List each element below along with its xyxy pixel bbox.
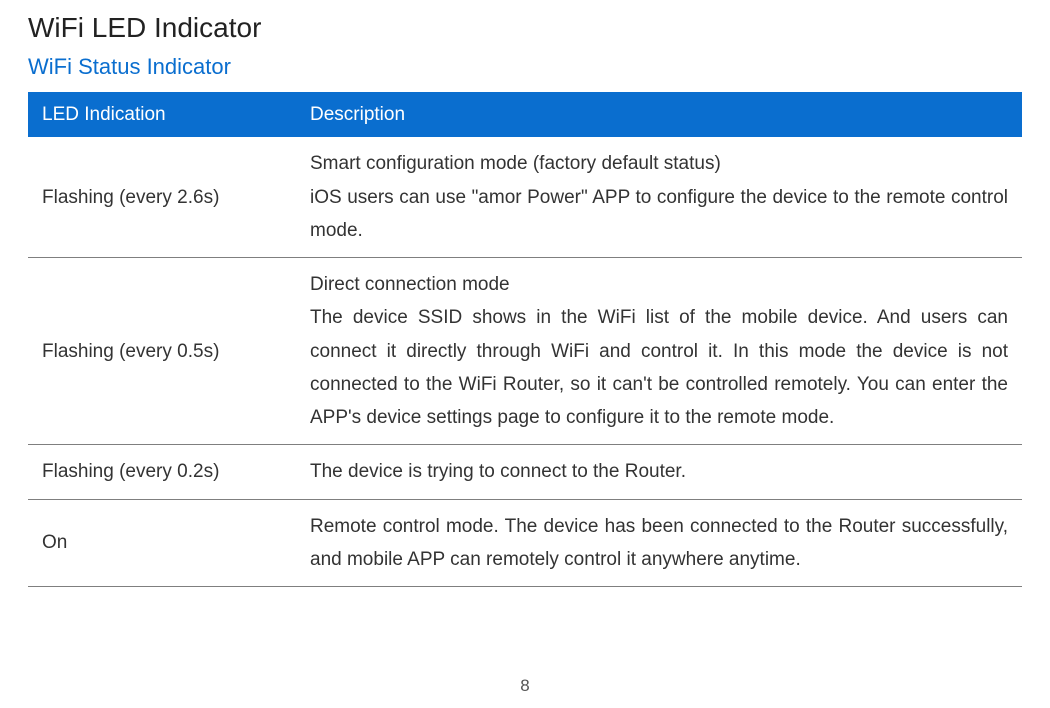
desc-body: The device is trying to connect to the R… — [310, 461, 686, 482]
col-header-description: Description — [296, 92, 1022, 137]
page-number: 8 — [0, 676, 1050, 696]
cell-indication: Flashing (every 0.5s) — [28, 258, 296, 445]
table-row: Flashing (every 0.5s) Direct connection … — [28, 258, 1022, 445]
cell-indication: On — [28, 499, 296, 587]
cell-description: The device is trying to connect to the R… — [296, 445, 1022, 499]
table-header: LED Indication Description — [28, 92, 1022, 137]
cell-description: Remote control mode. The device has been… — [296, 499, 1022, 587]
led-indicator-table: LED Indication Description Flashing (eve… — [28, 92, 1022, 587]
desc-body: The device SSID shows in the WiFi list o… — [310, 307, 1008, 428]
cell-indication: Flashing (every 2.6s) — [28, 137, 296, 257]
section-subtitle: WiFi Status Indicator — [28, 54, 1022, 80]
table-row: Flashing (every 0.2s) The device is tryi… — [28, 445, 1022, 499]
cell-description: Direct connection mode The device SSID s… — [296, 258, 1022, 445]
desc-body: Remote control mode. The device has been… — [310, 516, 1008, 570]
cell-indication: Flashing (every 0.2s) — [28, 445, 296, 499]
table-row: On Remote control mode. The device has b… — [28, 499, 1022, 587]
page: WiFi LED Indicator WiFi Status Indicator… — [0, 0, 1050, 708]
desc-body: iOS users can use "amor Power" APP to co… — [310, 187, 1008, 241]
page-title: WiFi LED Indicator — [28, 12, 1022, 44]
cell-description: Smart configuration mode (factory defaul… — [296, 137, 1022, 257]
col-header-indication: LED Indication — [28, 92, 296, 137]
table-body: Flashing (every 2.6s) Smart configuratio… — [28, 137, 1022, 586]
desc-lead: Smart configuration mode (factory defaul… — [310, 147, 1008, 180]
desc-lead: Direct connection mode — [310, 268, 1008, 301]
table-row: Flashing (every 2.6s) Smart configuratio… — [28, 137, 1022, 257]
